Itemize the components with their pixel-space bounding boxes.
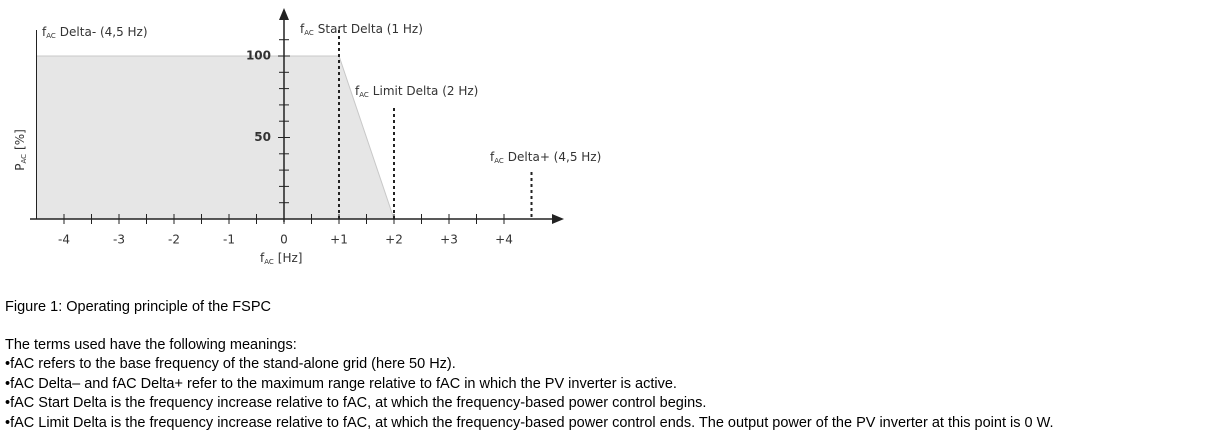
x-tick-label: -2: [168, 233, 180, 247]
intro: The terms used have the following meanin…: [5, 336, 297, 353]
annotation: fAC Start Delta (1 Hz): [300, 22, 423, 38]
y-tick-label: 100: [246, 49, 271, 63]
caption: Figure 1: Operating principle of the FSP…: [5, 299, 271, 315]
label-text: Start Delta (1 Hz): [318, 22, 423, 36]
document: Figure 1: Operating principle of the FSP…: [5, 298, 1054, 434]
y-tick-label: 50: [254, 130, 271, 144]
symbol: f: [300, 22, 305, 36]
x-tick-label: +2: [385, 233, 403, 247]
symbol: f: [490, 150, 495, 164]
symbol: f: [42, 25, 47, 39]
symbol: f: [260, 251, 265, 265]
annotation: fAC Limit Delta (2 Hz): [355, 84, 478, 100]
label-text: Delta- (4,5 Hz): [60, 25, 148, 39]
x-tick-label: +1: [330, 233, 348, 247]
label-text: [Hz]: [278, 251, 303, 265]
subscript: AC: [359, 91, 369, 99]
x-axis-label: fAC [Hz]: [260, 251, 302, 267]
y-axis-arrow: [279, 8, 289, 20]
subscript: AC: [264, 258, 274, 266]
bullet: •fAC Delta– and fAC Delta+ refer to the …: [5, 375, 677, 392]
bullet: •fAC refers to the base frequency of the…: [5, 356, 456, 373]
bullet: •fAC Start Delta is the frequency increa…: [5, 395, 707, 412]
bullet: •fAC Limit Delta is the frequency increa…: [5, 414, 1054, 431]
x-tick-label: -1: [223, 233, 235, 247]
x-tick-label: 0: [280, 233, 288, 247]
plot: [36, 55, 395, 220]
label-text: Limit Delta (2 Hz): [373, 84, 479, 98]
x-tick-label: -4: [58, 233, 70, 247]
subscript: AC: [20, 154, 28, 164]
x-tick-label: +3: [440, 233, 458, 247]
subscript: AC: [494, 157, 504, 165]
label-text: [%]: [13, 129, 27, 150]
annotation: fAC Delta- (4,5 Hz): [42, 25, 148, 41]
label-text: Delta+ (4,5 Hz): [508, 150, 601, 164]
subscript: AC: [46, 32, 56, 40]
symbol: P: [13, 164, 27, 171]
y-axis-label: PAC [%]: [13, 129, 29, 171]
x-axis-arrow: [552, 214, 564, 224]
area: [36, 56, 394, 219]
symbol: f: [355, 84, 360, 98]
x-tick-label: -3: [113, 233, 125, 247]
subscript: AC: [304, 29, 314, 37]
bullet-list: •fAC refers to the base frequency of the…: [5, 355, 1054, 433]
x-tick-label: +4: [495, 233, 513, 247]
annotation: fAC Delta+ (4,5 Hz): [490, 150, 601, 166]
